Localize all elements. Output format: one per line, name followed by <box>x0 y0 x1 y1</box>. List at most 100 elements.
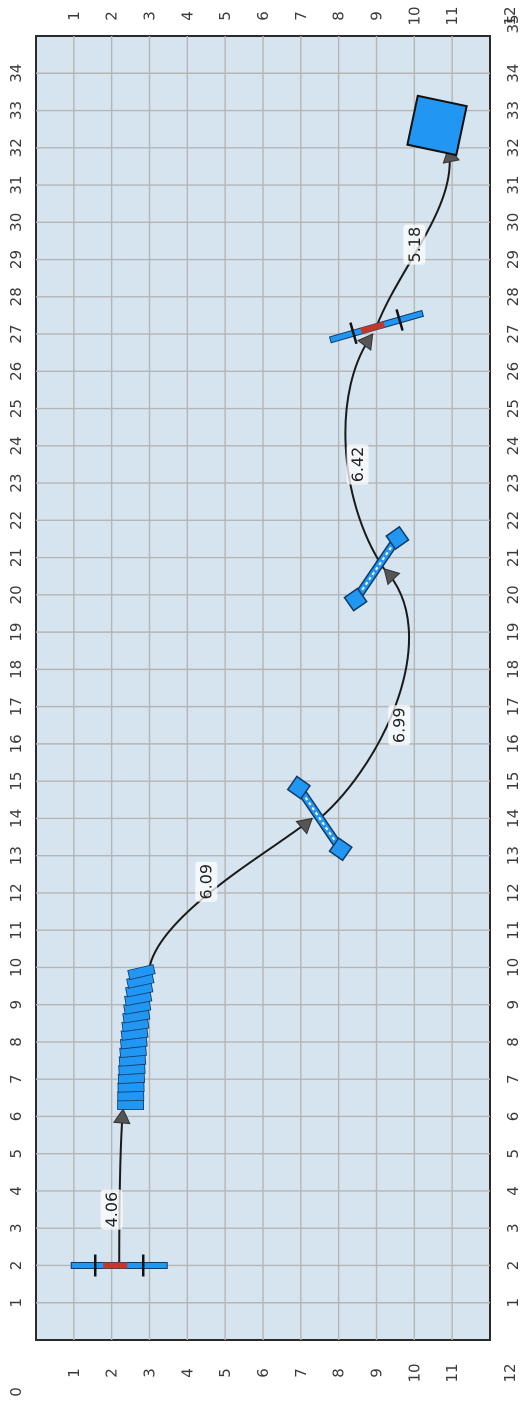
tick-label-long-left: 34 <box>7 64 25 83</box>
edge-label-halo <box>100 1189 123 1230</box>
dumbbell-1-shaft-dash <box>298 787 342 850</box>
tick-label-short-bottom: 6 <box>254 1368 272 1378</box>
tick-label-long-left: 12 <box>7 883 25 902</box>
tick-label-long-right: 35 <box>504 14 522 33</box>
tick-label-long-right: 31 <box>504 175 522 194</box>
tick-label-short-top: 7 <box>292 11 310 21</box>
tick-label-long-left: 24 <box>7 436 25 455</box>
tick-label-short-bottom: 2 <box>103 1368 121 1378</box>
tick-label-short-top: 8 <box>330 11 348 21</box>
tick-label-long-right: 29 <box>504 250 522 269</box>
tick-label-long-left: 16 <box>7 734 25 753</box>
tick-label-short-top: 12 <box>501 6 519 25</box>
tick-label-long-left: 25 <box>7 399 25 418</box>
end-square <box>406 94 468 157</box>
tick-label-long-left: 2 <box>7 1261 25 1271</box>
tick-label-long-left: 21 <box>7 548 25 567</box>
tick-label-long-left: 11 <box>7 921 25 940</box>
tick-label-long-left: 3 <box>7 1223 25 1233</box>
start-marker-accent <box>103 1262 128 1269</box>
start-marker-group <box>70 1254 168 1277</box>
tick-label-long-right: 30 <box>504 213 522 232</box>
tick-label-short-top: 2 <box>103 11 121 21</box>
tick-label-short-top: 6 <box>254 11 272 21</box>
tick-label-short-bottom: 3 <box>141 1368 159 1378</box>
tick-label-long-left: 22 <box>7 511 25 530</box>
tick-label-short-bottom: 9 <box>368 1368 386 1378</box>
tick-label-short-top: 4 <box>178 11 196 21</box>
tick-label-long-right: 24 <box>504 436 522 455</box>
tick-label-long-right: 23 <box>504 474 522 493</box>
tick-label-long-right: 2 <box>504 1261 522 1271</box>
start-marker <box>70 1254 168 1277</box>
edge-label-halo <box>403 224 426 265</box>
arrowhead-2 <box>295 817 313 835</box>
tick-label-long-left: 20 <box>7 585 25 604</box>
tick-label-long-right: 1 <box>504 1298 522 1308</box>
tick-label-long-right: 28 <box>504 287 522 306</box>
tick-label-long-right: 11 <box>504 921 522 940</box>
edge-label-halo <box>388 705 411 746</box>
cross-marker <box>328 309 425 345</box>
tick-label-long-right: 6 <box>504 1112 522 1122</box>
tick-label-long-left: 6 <box>7 1112 25 1122</box>
tick-label-long-right: 3 <box>504 1223 522 1233</box>
tick-label-long-right: 17 <box>504 697 522 716</box>
tick-label-long-left: 29 <box>7 250 25 269</box>
tick-label-short-bottom: 11 <box>443 1363 461 1382</box>
tick-label-long-right: 16 <box>504 734 522 753</box>
tick-label-long-left: 32 <box>7 138 25 157</box>
tick-label-long-left: 30 <box>7 213 25 232</box>
tick-label-long-right: 9 <box>504 1000 522 1010</box>
tick-label-short-bottom: 5 <box>216 1368 234 1378</box>
edge-label-halo <box>195 861 218 902</box>
arrowhead-4 <box>356 333 374 351</box>
tick-label-long-left: 23 <box>7 474 25 493</box>
dumbbell-1-end <box>328 837 353 862</box>
tick-label-long-left: 33 <box>7 101 25 120</box>
dumbbell-2 <box>343 525 410 612</box>
tick-label-long-left: 4 <box>7 1186 25 1196</box>
tick-label-long-right: 27 <box>504 325 522 344</box>
connector-4 <box>344 333 385 570</box>
tick-label-long-left: 5 <box>7 1149 25 1159</box>
connector-2 <box>148 817 313 968</box>
tick-label-long-right: 32 <box>504 138 522 157</box>
tick-label-short-top: 11 <box>443 6 461 25</box>
edge-label-3: 6.99 <box>390 707 409 743</box>
connector-3 <box>319 568 411 820</box>
tick-label-short-bottom: 4 <box>178 1368 196 1378</box>
tick-label-short-bottom: 7 <box>292 1368 310 1378</box>
tick-label-long-right: 14 <box>504 809 522 828</box>
cross-marker-accent <box>360 321 386 334</box>
tick-label-long-right: 12 <box>504 883 522 902</box>
edge-label-halo <box>346 444 369 485</box>
tick-label-short-top: 10 <box>405 6 423 25</box>
edge-label-5: 5.18 <box>405 227 424 263</box>
edge-label-2: 6.09 <box>197 864 216 900</box>
tick-label-short-top: 1 <box>65 11 83 21</box>
curved-block-segment <box>117 1090 145 1102</box>
arrowhead-1 <box>112 1108 131 1125</box>
tick-label-short-top: 9 <box>368 11 386 21</box>
tick-label-long-right: 19 <box>504 623 522 642</box>
tick-label-long-right: 18 <box>504 660 522 679</box>
tick-label-long-right: 5 <box>504 1149 522 1159</box>
tick-label-short-top: 5 <box>216 11 234 21</box>
tick-label-long-left: 17 <box>7 697 25 716</box>
cross-marker-tick <box>349 322 358 345</box>
tick-label-short-bottom: 8 <box>330 1368 348 1378</box>
curved-block-segment <box>127 964 156 981</box>
tick-label-long-left: 15 <box>7 772 25 791</box>
tick-label-short-bottom: 1 <box>65 1368 83 1378</box>
tick-label-long-right: 13 <box>504 846 522 865</box>
dumbbell-2-end <box>385 525 410 551</box>
tick-label-long-right: 21 <box>504 548 522 567</box>
curved-block <box>117 964 156 1110</box>
tick-label-long-right: 10 <box>504 958 522 977</box>
dumbbell-1-end <box>286 775 312 800</box>
tick-label-long-left: 13 <box>7 846 25 865</box>
tick-label-long-left: 0 <box>7 1387 25 1397</box>
